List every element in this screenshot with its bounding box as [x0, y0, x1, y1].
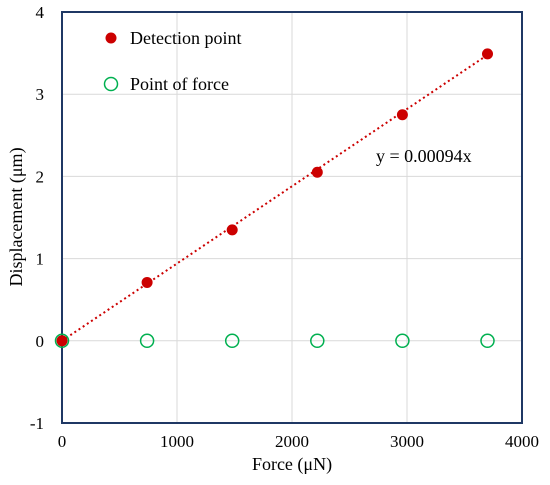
- x-tick-label: 1000: [160, 432, 194, 451]
- y-tick-label: -1: [30, 414, 44, 433]
- data-point-detection-point: [226, 224, 238, 236]
- legend-label-point-of-force: Point of force: [130, 74, 229, 94]
- y-axis-title: Displacement (μm): [6, 147, 27, 286]
- y-tick-labels: -1 0 1 2 3 4: [30, 3, 45, 433]
- data-point-point-of-force: [395, 333, 410, 349]
- data-point-detection-point: [56, 335, 68, 347]
- data-point-detection-point: [396, 109, 408, 121]
- legend: Detection point Point of force: [103, 28, 241, 94]
- data-points: [54, 48, 495, 349]
- x-tick-labels: 0 1000 2000 3000 4000: [58, 432, 539, 451]
- trendline-group: [61, 54, 489, 342]
- y-tick-label: 4: [36, 3, 45, 22]
- x-tick-label: 2000: [275, 432, 309, 451]
- y-tick-label: 0: [36, 332, 45, 351]
- trendline-equation: y = 0.00094x: [376, 146, 472, 166]
- data-point-detection-point: [311, 166, 323, 178]
- data-point-point-of-force: [224, 333, 240, 349]
- data-point-detection-point: [141, 276, 153, 288]
- x-tick-label: 4000: [505, 432, 539, 451]
- legend-marker-point-of-force: [103, 76, 119, 92]
- y-tick-label: 3: [36, 85, 45, 104]
- x-tick-label: 0: [58, 432, 67, 451]
- x-tick-label: 3000: [390, 432, 424, 451]
- data-point-detection-point: [482, 48, 493, 60]
- plot-area-border: [61, 11, 523, 424]
- data-point-point-of-force: [54, 333, 70, 349]
- y-tick-label: 1: [36, 250, 45, 269]
- legend-marker-detection-point: [105, 32, 117, 44]
- data-point-point-of-force: [310, 333, 325, 349]
- data-point-point-of-force: [139, 333, 155, 349]
- x-axis-title: Force (μN): [252, 454, 332, 475]
- trendline: [61, 54, 489, 342]
- y-tick-label: 2: [36, 167, 45, 186]
- data-point-point-of-force: [480, 333, 495, 349]
- legend-label-detection-point: Detection point: [130, 28, 241, 48]
